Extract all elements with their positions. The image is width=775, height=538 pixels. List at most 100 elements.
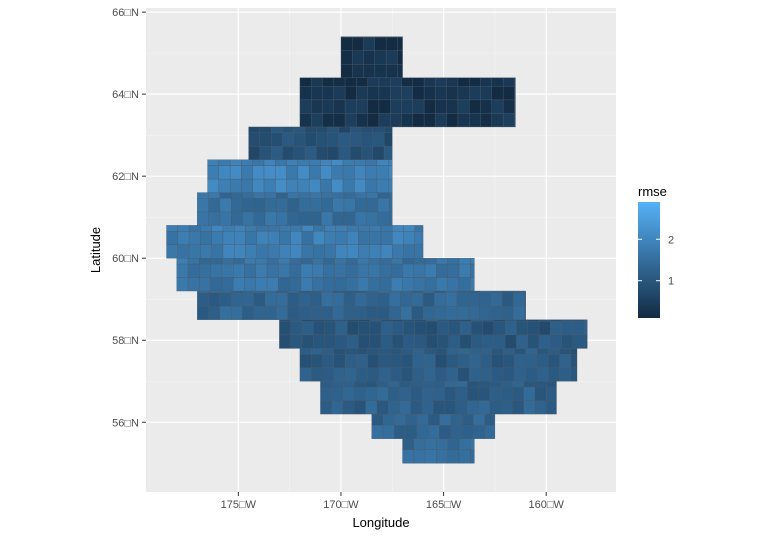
grid-cell [297, 165, 310, 180]
grid-cell [350, 146, 362, 160]
grid-cell [446, 367, 459, 382]
grid-cell [457, 113, 470, 128]
grid-cell [382, 413, 395, 426]
grid-cell [297, 178, 310, 193]
grid-cell [331, 386, 344, 401]
grid-cell [355, 290, 367, 293]
grid-cell [312, 277, 324, 292]
grid-cell [234, 230, 246, 245]
grid-cell [534, 386, 547, 401]
grid-cell [457, 99, 470, 114]
grid-cell [380, 321, 393, 336]
grid-cell [459, 334, 472, 349]
grid-cell [435, 99, 447, 114]
grid-cell [412, 354, 425, 368]
grid-cell [422, 290, 435, 293]
grid-cell [493, 319, 506, 322]
grid-cell [458, 263, 471, 278]
grid-cell [210, 277, 223, 292]
grid-cell [504, 319, 517, 322]
grid-cell [369, 321, 382, 336]
grid-cell [298, 292, 311, 307]
grid-cell [279, 321, 291, 336]
grid-cell [197, 306, 209, 320]
grid-cell [392, 319, 404, 322]
grid-cell [480, 354, 493, 368]
grid-cell [572, 321, 585, 336]
grid-cell [433, 386, 445, 401]
grid-cell [365, 178, 378, 193]
grid-cell [378, 367, 391, 382]
grid-cell [207, 159, 220, 166]
grid-cell [457, 348, 470, 355]
grid-cell [402, 449, 415, 464]
grid-cell [323, 277, 335, 292]
grid-cell [491, 77, 504, 87]
grid-cell [378, 86, 391, 101]
grid-cell [416, 413, 429, 426]
grid-cell [233, 258, 245, 265]
grid-cell [412, 367, 425, 382]
grid-cell [369, 225, 382, 232]
grid-cell [299, 86, 312, 101]
grid-cell [367, 354, 380, 368]
y-tick-label: 64□N [112, 89, 139, 101]
grid-cell [298, 306, 311, 320]
grid-cell [279, 244, 291, 259]
y-tick-label: 56□N [112, 417, 139, 429]
grid-cell [304, 132, 317, 147]
grid-cell [327, 126, 340, 133]
grid-cell [546, 381, 557, 388]
grid-cell [424, 449, 437, 464]
grid-cell [332, 211, 345, 226]
grid-cell [266, 263, 279, 278]
grid-cell [363, 50, 376, 65]
grid-cell [490, 306, 503, 320]
grid-cell [263, 165, 276, 180]
grid-cell [377, 306, 390, 320]
grid-cell [241, 159, 253, 166]
legend-colorbar [638, 202, 660, 318]
grid-cell [513, 292, 525, 307]
grid-cell [414, 321, 427, 336]
grid-cell [437, 319, 449, 322]
grid-cell [416, 424, 429, 439]
grid-cell [446, 354, 459, 368]
grid-cell [413, 258, 426, 265]
grid-cell [241, 165, 253, 180]
grid-cell [287, 192, 300, 199]
grid-cell [177, 230, 190, 245]
grid-cell [377, 192, 390, 199]
grid-cell [276, 290, 288, 293]
grid-cell [313, 244, 325, 259]
grid-cell [459, 319, 472, 322]
grid-cell [187, 277, 200, 292]
grid-cell [345, 263, 358, 278]
grid-cell [367, 77, 380, 87]
grid-cell [514, 348, 526, 355]
grid-cell [355, 211, 367, 226]
grid-cell [455, 381, 468, 388]
grid-cell [414, 230, 424, 245]
grid-cell [514, 367, 526, 382]
grid-cell [219, 290, 232, 293]
grid-cell [377, 198, 390, 213]
grid-cell [229, 159, 242, 166]
grid-cell [516, 321, 528, 336]
grid-cell [428, 413, 440, 426]
grid-cell [200, 244, 212, 259]
grid-cell [311, 99, 323, 114]
grid-cell [399, 400, 411, 415]
grid-cell [222, 225, 235, 232]
grid-cell [313, 334, 325, 349]
grid-cell [445, 306, 458, 320]
grid-cell [501, 292, 514, 307]
grid-cell [470, 258, 475, 265]
grid-cell [313, 319, 325, 322]
grid-cell [321, 192, 333, 199]
grid-cell [371, 424, 384, 439]
grid-cell [282, 126, 294, 133]
grid-cell [256, 244, 269, 259]
grid-cell [550, 319, 562, 322]
grid-cell [356, 86, 368, 101]
